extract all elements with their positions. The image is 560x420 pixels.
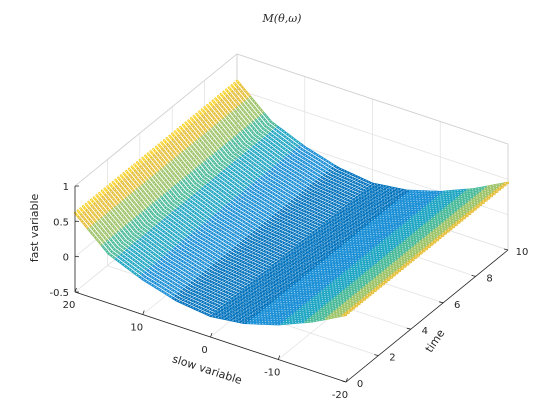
mesh-line (212, 100, 484, 213)
mesh-line (147, 153, 419, 266)
x-tick-mark (74, 287, 77, 293)
x-tick-label: 10 (130, 323, 143, 334)
x-tick-mark (142, 310, 145, 315)
mesh-line (231, 85, 503, 197)
mesh-line (109, 184, 382, 296)
mesh-line (88, 201, 360, 314)
y-axis-line (345, 249, 509, 383)
mesh-line (144, 155, 417, 268)
mesh-line (207, 104, 479, 217)
box-edge (236, 53, 509, 145)
box-edge (74, 53, 238, 187)
mesh-line (161, 142, 433, 255)
mesh-line (155, 146, 428, 259)
mesh-line (142, 157, 414, 270)
x-tick-label: -10 (264, 368, 280, 379)
mesh-line (174, 131, 446, 244)
mesh-line (101, 190, 374, 303)
mesh-line (236, 80, 509, 193)
mesh-line (185, 122, 457, 235)
mesh-line (163, 140, 436, 252)
mesh-line (74, 212, 347, 325)
mesh-line (193, 115, 465, 228)
mesh-line (77, 210, 349, 323)
mesh-line (90, 199, 363, 312)
mesh-line (85, 203, 357, 316)
y-tick-mark (503, 248, 509, 251)
mesh-line (169, 135, 441, 248)
mesh-line (228, 87, 500, 200)
mesh-line (180, 126, 452, 239)
mesh-line (107, 186, 379, 299)
mesh-line (115, 179, 387, 292)
mesh-line (215, 98, 487, 211)
mesh-line (150, 151, 422, 263)
mesh-line (82, 206, 355, 318)
mesh-line (104, 188, 376, 301)
mesh-line (225, 89, 498, 202)
mesh-line (131, 166, 403, 279)
mesh-line (217, 96, 490, 208)
x-tick-mark (345, 377, 348, 383)
mesh-line (177, 129, 449, 241)
mesh-line (117, 177, 390, 290)
mesh-line (93, 197, 365, 310)
x-tick-mark (210, 332, 213, 338)
mesh-line (196, 113, 468, 226)
mesh-line (190, 118, 463, 230)
mesh-line (126, 170, 398, 283)
mesh-line (171, 133, 444, 246)
mesh-line (112, 181, 384, 294)
mesh-line (198, 111, 471, 224)
y-tick-mark (471, 275, 476, 277)
mesh-line (128, 168, 401, 281)
mesh-line (80, 208, 352, 321)
surface-mesh (73, 79, 510, 326)
mesh-line (120, 175, 392, 288)
y-tick-mark (439, 301, 444, 304)
mesh-line (123, 173, 395, 285)
mesh-line (209, 102, 482, 215)
x-tick-mark (277, 355, 281, 360)
y-tick-mark (341, 380, 347, 383)
y-tick-mark (374, 354, 379, 356)
y-tick-label: 0 (357, 379, 363, 390)
x-tick-label: 0 (201, 345, 207, 356)
mesh-line (136, 162, 409, 274)
mesh-line (134, 164, 406, 277)
mesh-line (96, 195, 368, 307)
mesh-line (139, 159, 411, 272)
mesh-line (182, 124, 455, 237)
mesh-line (223, 91, 495, 204)
mesh-line (153, 148, 425, 261)
x-tick-label: 20 (63, 300, 76, 311)
mesh-line (188, 120, 460, 233)
mesh-line (166, 137, 438, 250)
mesh-line (220, 93, 492, 206)
mesh-line (158, 144, 430, 257)
mesh-line (201, 109, 473, 222)
mesh-line (204, 107, 476, 219)
y-tick-mark (406, 327, 411, 330)
mesh-line (234, 82, 506, 195)
x-tick-label: -20 (332, 390, 348, 401)
mesh-line (99, 192, 371, 305)
axes (74, 185, 509, 383)
